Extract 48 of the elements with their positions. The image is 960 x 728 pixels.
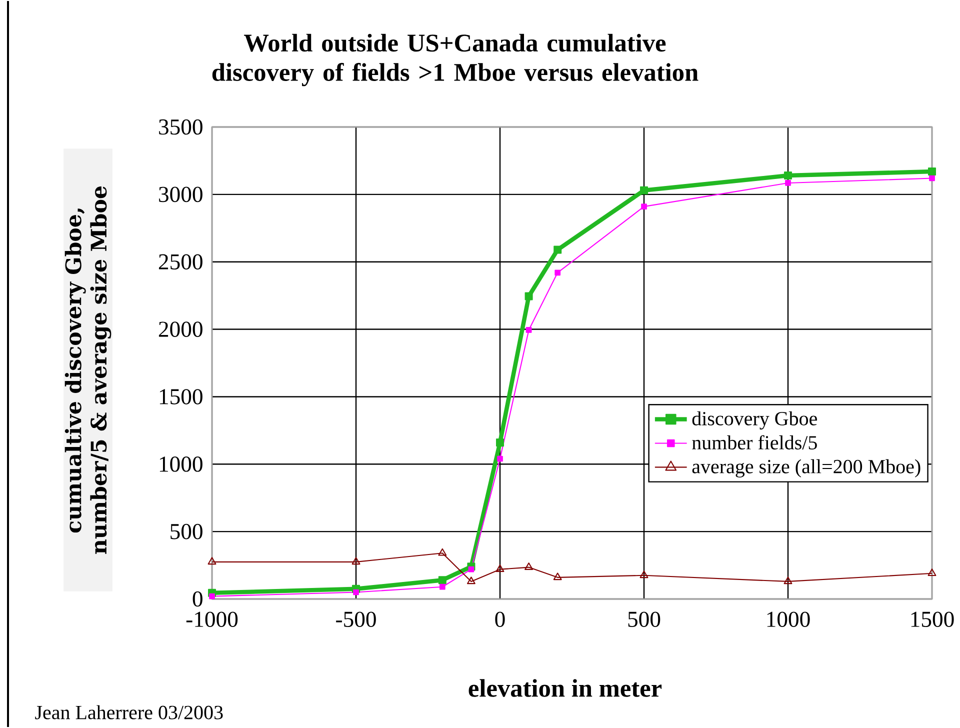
y-tick-label: 500 <box>170 524 202 540</box>
x-tick-label: 500 <box>628 612 660 628</box>
point <box>438 576 446 584</box>
point <box>466 576 476 584</box>
x-tick-label: -1000 <box>186 612 238 628</box>
legend-label: discovery Gboe <box>692 411 817 430</box>
point <box>928 168 936 176</box>
point <box>640 570 648 578</box>
point <box>468 566 474 572</box>
point <box>784 576 792 584</box>
x-tick-label: -500 <box>336 612 376 628</box>
y-tick-label: 2000 <box>158 322 202 337</box>
point <box>554 246 562 254</box>
y-tick-label: 0 <box>192 591 202 607</box>
x-tick-label: 1000 <box>767 612 810 628</box>
y-tick-label: 1000 <box>160 456 202 472</box>
x-tick-label: 0 <box>495 612 505 628</box>
legend-label: number fields/5 <box>692 435 817 450</box>
y-tick-label: 3000 <box>159 186 202 202</box>
point <box>641 204 647 210</box>
point <box>929 175 935 182</box>
point <box>439 584 446 590</box>
point <box>352 557 360 565</box>
legend-label: average size (all=200 Mboe) <box>692 459 920 478</box>
y-axis-title: cumualtive discovery Gboe, number/5 & average size Mboe <box>64 186 112 554</box>
point <box>497 456 503 462</box>
point <box>526 327 532 333</box>
y-tick-label: 1500 <box>160 389 202 404</box>
text: Jean Laherrere 03/2003 <box>35 705 223 720</box>
point <box>784 172 792 180</box>
point <box>928 568 936 576</box>
point <box>209 593 215 600</box>
point <box>640 186 648 194</box>
chart-title: World outside US+Canada cumulative discovery of fields >1 Mboe versus elevation <box>212 34 698 86</box>
point <box>524 292 533 300</box>
y-tick-label: 3500 <box>159 119 202 135</box>
x-axis-title: elevation in meter <box>468 679 662 697</box>
y-tick-label: 2500 <box>158 254 202 270</box>
point <box>553 572 562 580</box>
point <box>524 562 534 570</box>
point <box>353 589 359 596</box>
point <box>496 438 504 447</box>
point <box>554 270 561 276</box>
point <box>785 180 791 186</box>
x-tick-label: 1500 <box>911 612 954 628</box>
point <box>438 548 447 556</box>
point <box>208 557 216 565</box>
point <box>496 564 504 572</box>
